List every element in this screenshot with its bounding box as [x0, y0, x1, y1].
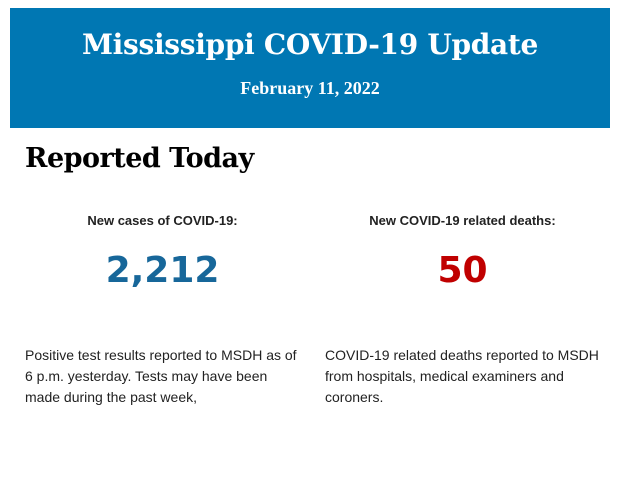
section-title: Reported Today [25, 143, 254, 174]
report-date: February 11, 2022 [240, 78, 380, 98]
stat-value: 50 [437, 250, 488, 291]
page-title: Mississippi COVID-19 Update [81, 28, 538, 61]
stat-label: New cases of COVID-19: [87, 213, 238, 228]
stat-description: Positive test results reported to MSDH a… [25, 347, 297, 405]
stat-description: COVID-19 related deaths reported to MSDH… [325, 347, 599, 405]
header-banner: Mississippi COVID-19 Update February 11,… [10, 8, 610, 128]
stat-value: 2,212 [105, 250, 220, 291]
stat-label: New COVID-19 related deaths: [369, 213, 556, 228]
